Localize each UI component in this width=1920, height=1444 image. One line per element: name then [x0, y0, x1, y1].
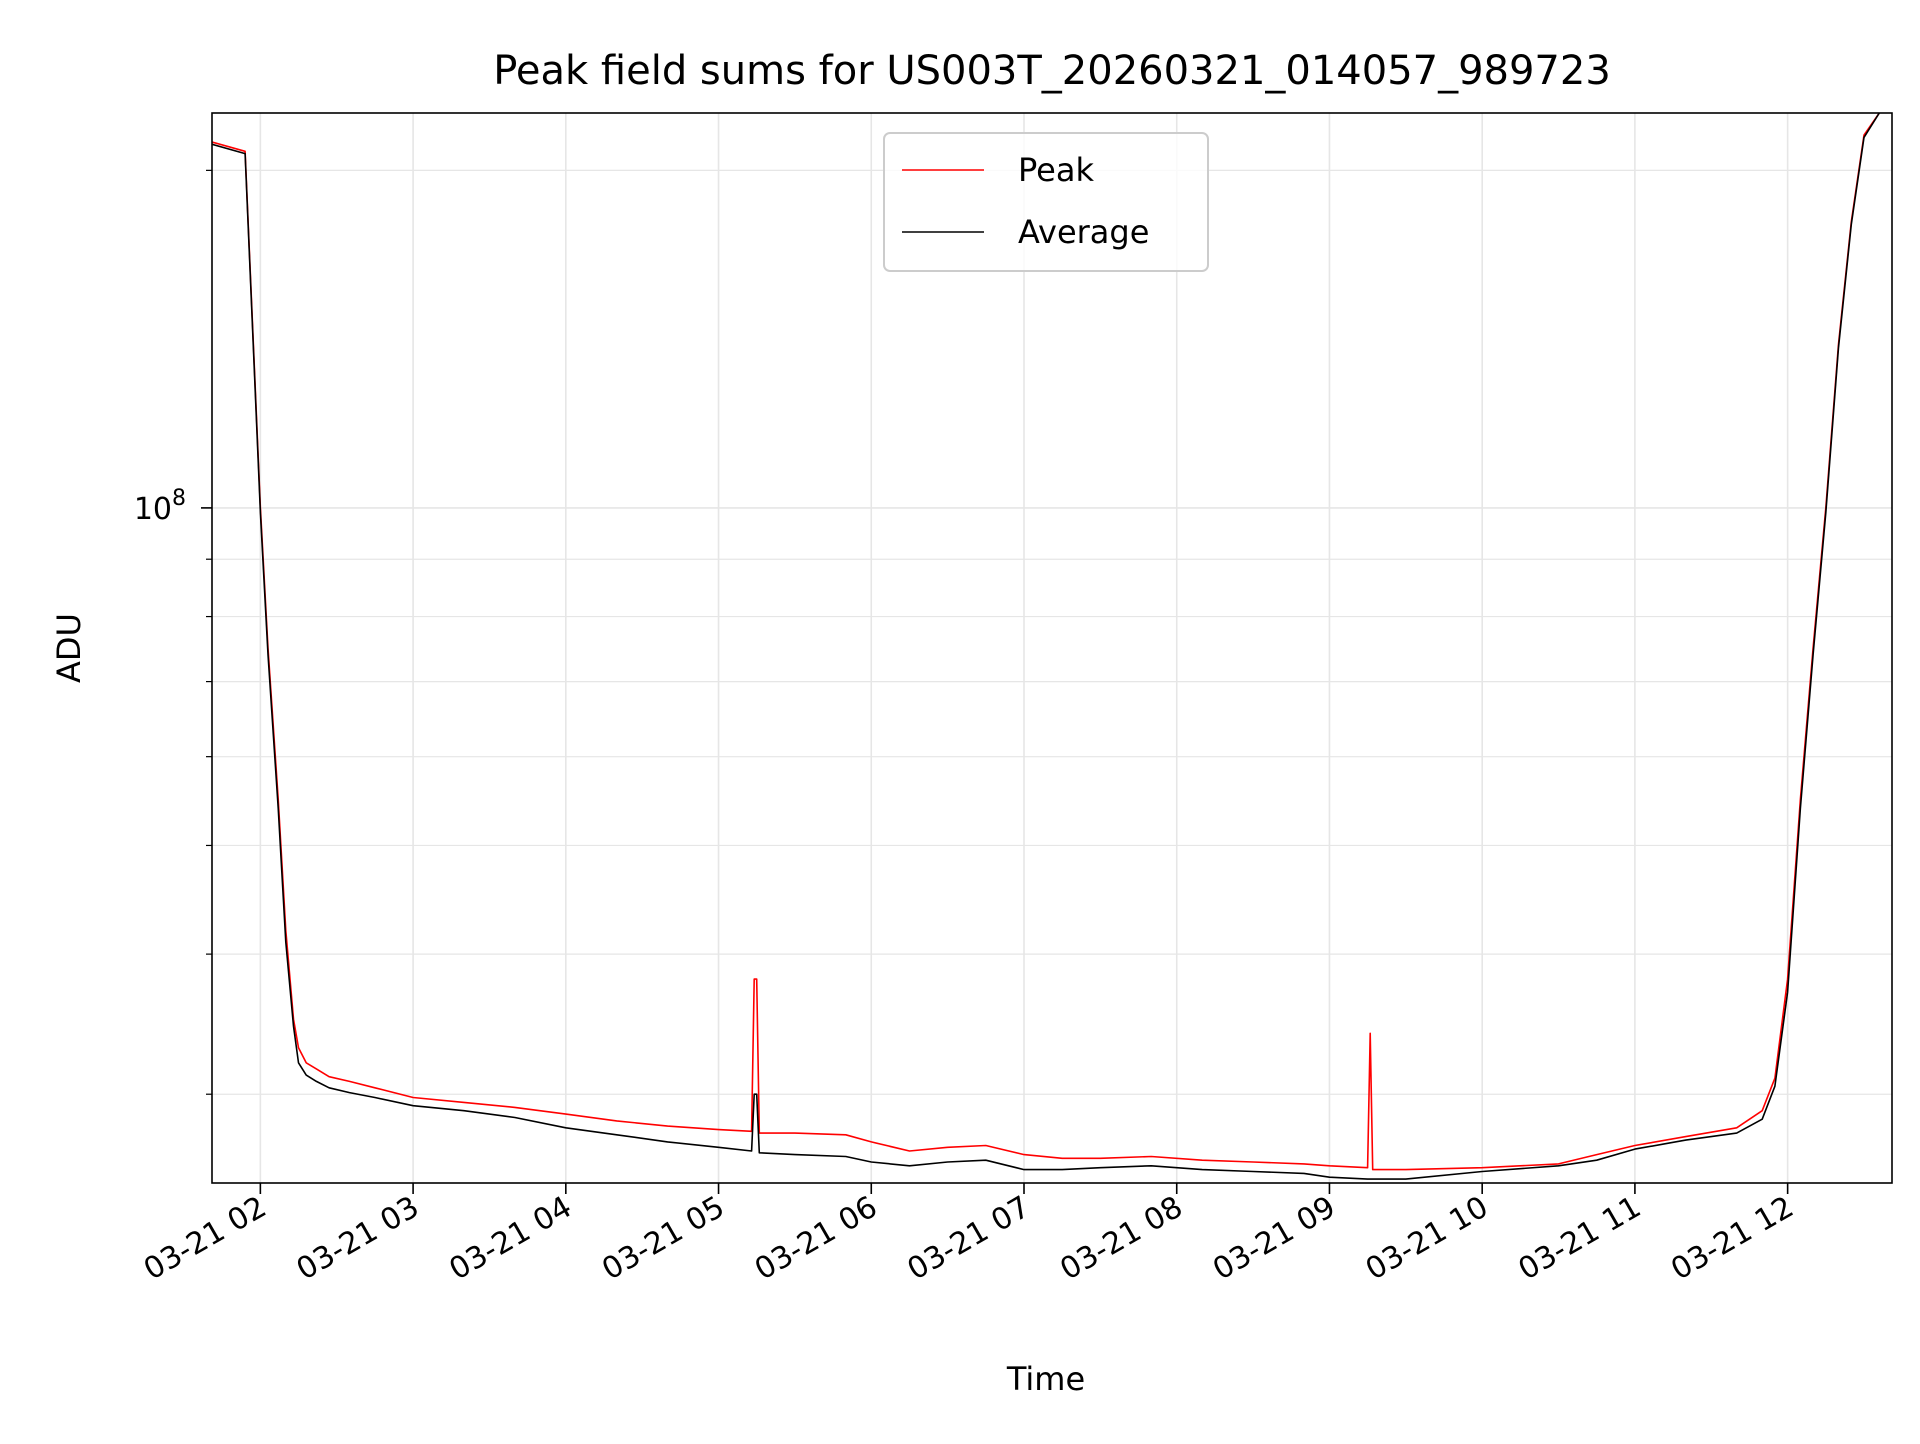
series-layer	[212, 113, 1880, 1180]
plot-frame	[211, 112, 1893, 1184]
x-axis-label: Time	[1006, 1360, 1085, 1398]
y-tick-label-exponent: 8	[172, 486, 186, 511]
grid-layer	[212, 113, 1892, 1183]
series-line-peak	[212, 113, 1880, 1171]
y-tick-label: 108	[134, 486, 186, 527]
y-tick-label-base: 10	[134, 492, 172, 527]
series-line-average	[212, 113, 1880, 1180]
legend-box	[883, 132, 1209, 272]
legend-label-average: Average	[1018, 213, 1149, 251]
y-axis-label: ADU	[50, 613, 88, 683]
legend-label-peak: Peak	[1018, 151, 1094, 189]
chart-title: Peak field sums for US003T_20260321_0140…	[493, 48, 1611, 94]
legend: Peak Average	[883, 132, 1209, 272]
